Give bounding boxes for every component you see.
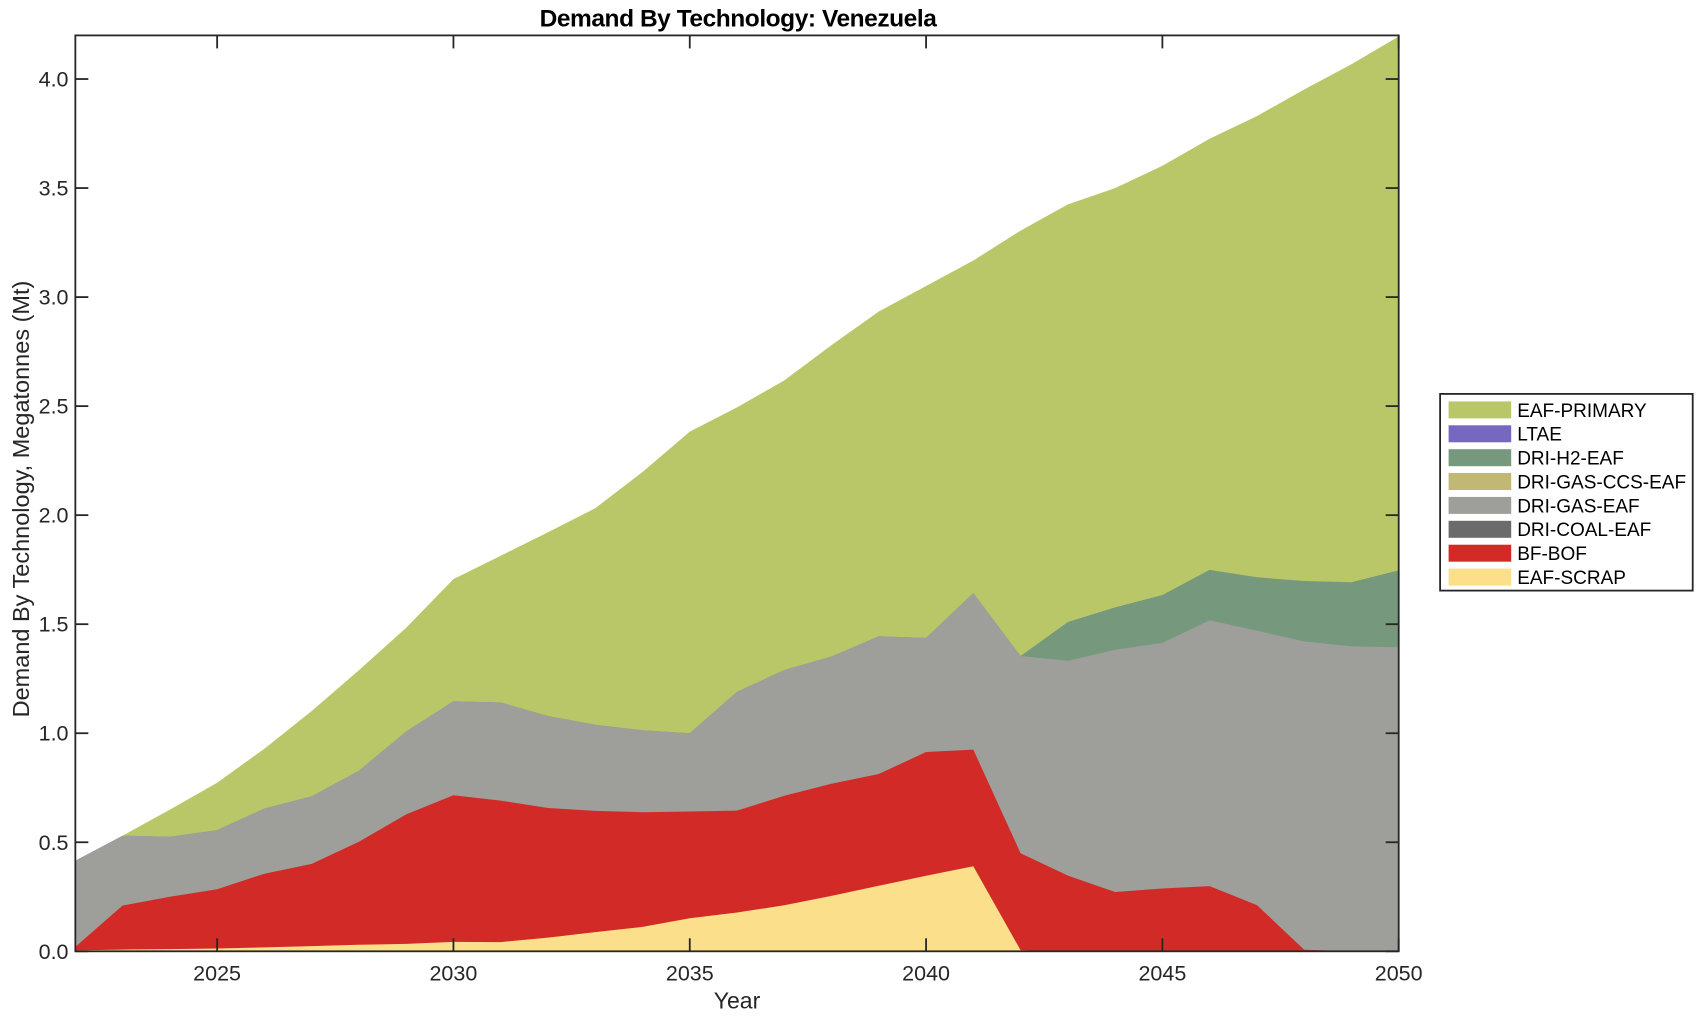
svg-text:0.5: 0.5 xyxy=(39,831,69,855)
svg-text:2.5: 2.5 xyxy=(39,395,69,419)
svg-text:1.5: 1.5 xyxy=(39,613,69,637)
svg-text:2030: 2030 xyxy=(429,962,477,986)
svg-text:2050: 2050 xyxy=(1375,962,1423,986)
svg-text:Year: Year xyxy=(714,988,761,1014)
svg-text:2035: 2035 xyxy=(666,962,714,986)
svg-text:EAF-PRIMARY: EAF-PRIMARY xyxy=(1517,401,1647,422)
svg-text:Demand By Technology: Venezuel: Demand By Technology: Venezuela xyxy=(540,6,938,33)
svg-text:DRI-H2-EAF: DRI-H2-EAF xyxy=(1517,449,1624,470)
svg-text:2025: 2025 xyxy=(193,962,241,986)
svg-text:2.0: 2.0 xyxy=(39,504,69,528)
svg-text:DRI-GAS-CCS-EAF: DRI-GAS-CCS-EAF xyxy=(1517,472,1686,493)
svg-text:1.0: 1.0 xyxy=(39,722,69,746)
svg-text:2040: 2040 xyxy=(902,962,950,986)
svg-text:0.0: 0.0 xyxy=(39,940,69,964)
svg-text:2045: 2045 xyxy=(1138,962,1186,986)
svg-text:3.0: 3.0 xyxy=(39,286,69,310)
svg-text:BF-BOF: BF-BOF xyxy=(1517,544,1587,565)
svg-text:4.0: 4.0 xyxy=(39,68,69,92)
svg-text:DRI-GAS-EAF: DRI-GAS-EAF xyxy=(1517,496,1639,517)
svg-text:LTAE: LTAE xyxy=(1517,425,1562,446)
svg-text:Demand By Technology, Megatonn: Demand By Technology, Megatonnes (Mt) xyxy=(8,281,34,718)
svg-text:EAF-SCRAP: EAF-SCRAP xyxy=(1517,568,1626,589)
svg-text:DRI-COAL-EAF: DRI-COAL-EAF xyxy=(1517,520,1651,541)
svg-text:3.5: 3.5 xyxy=(39,177,69,201)
